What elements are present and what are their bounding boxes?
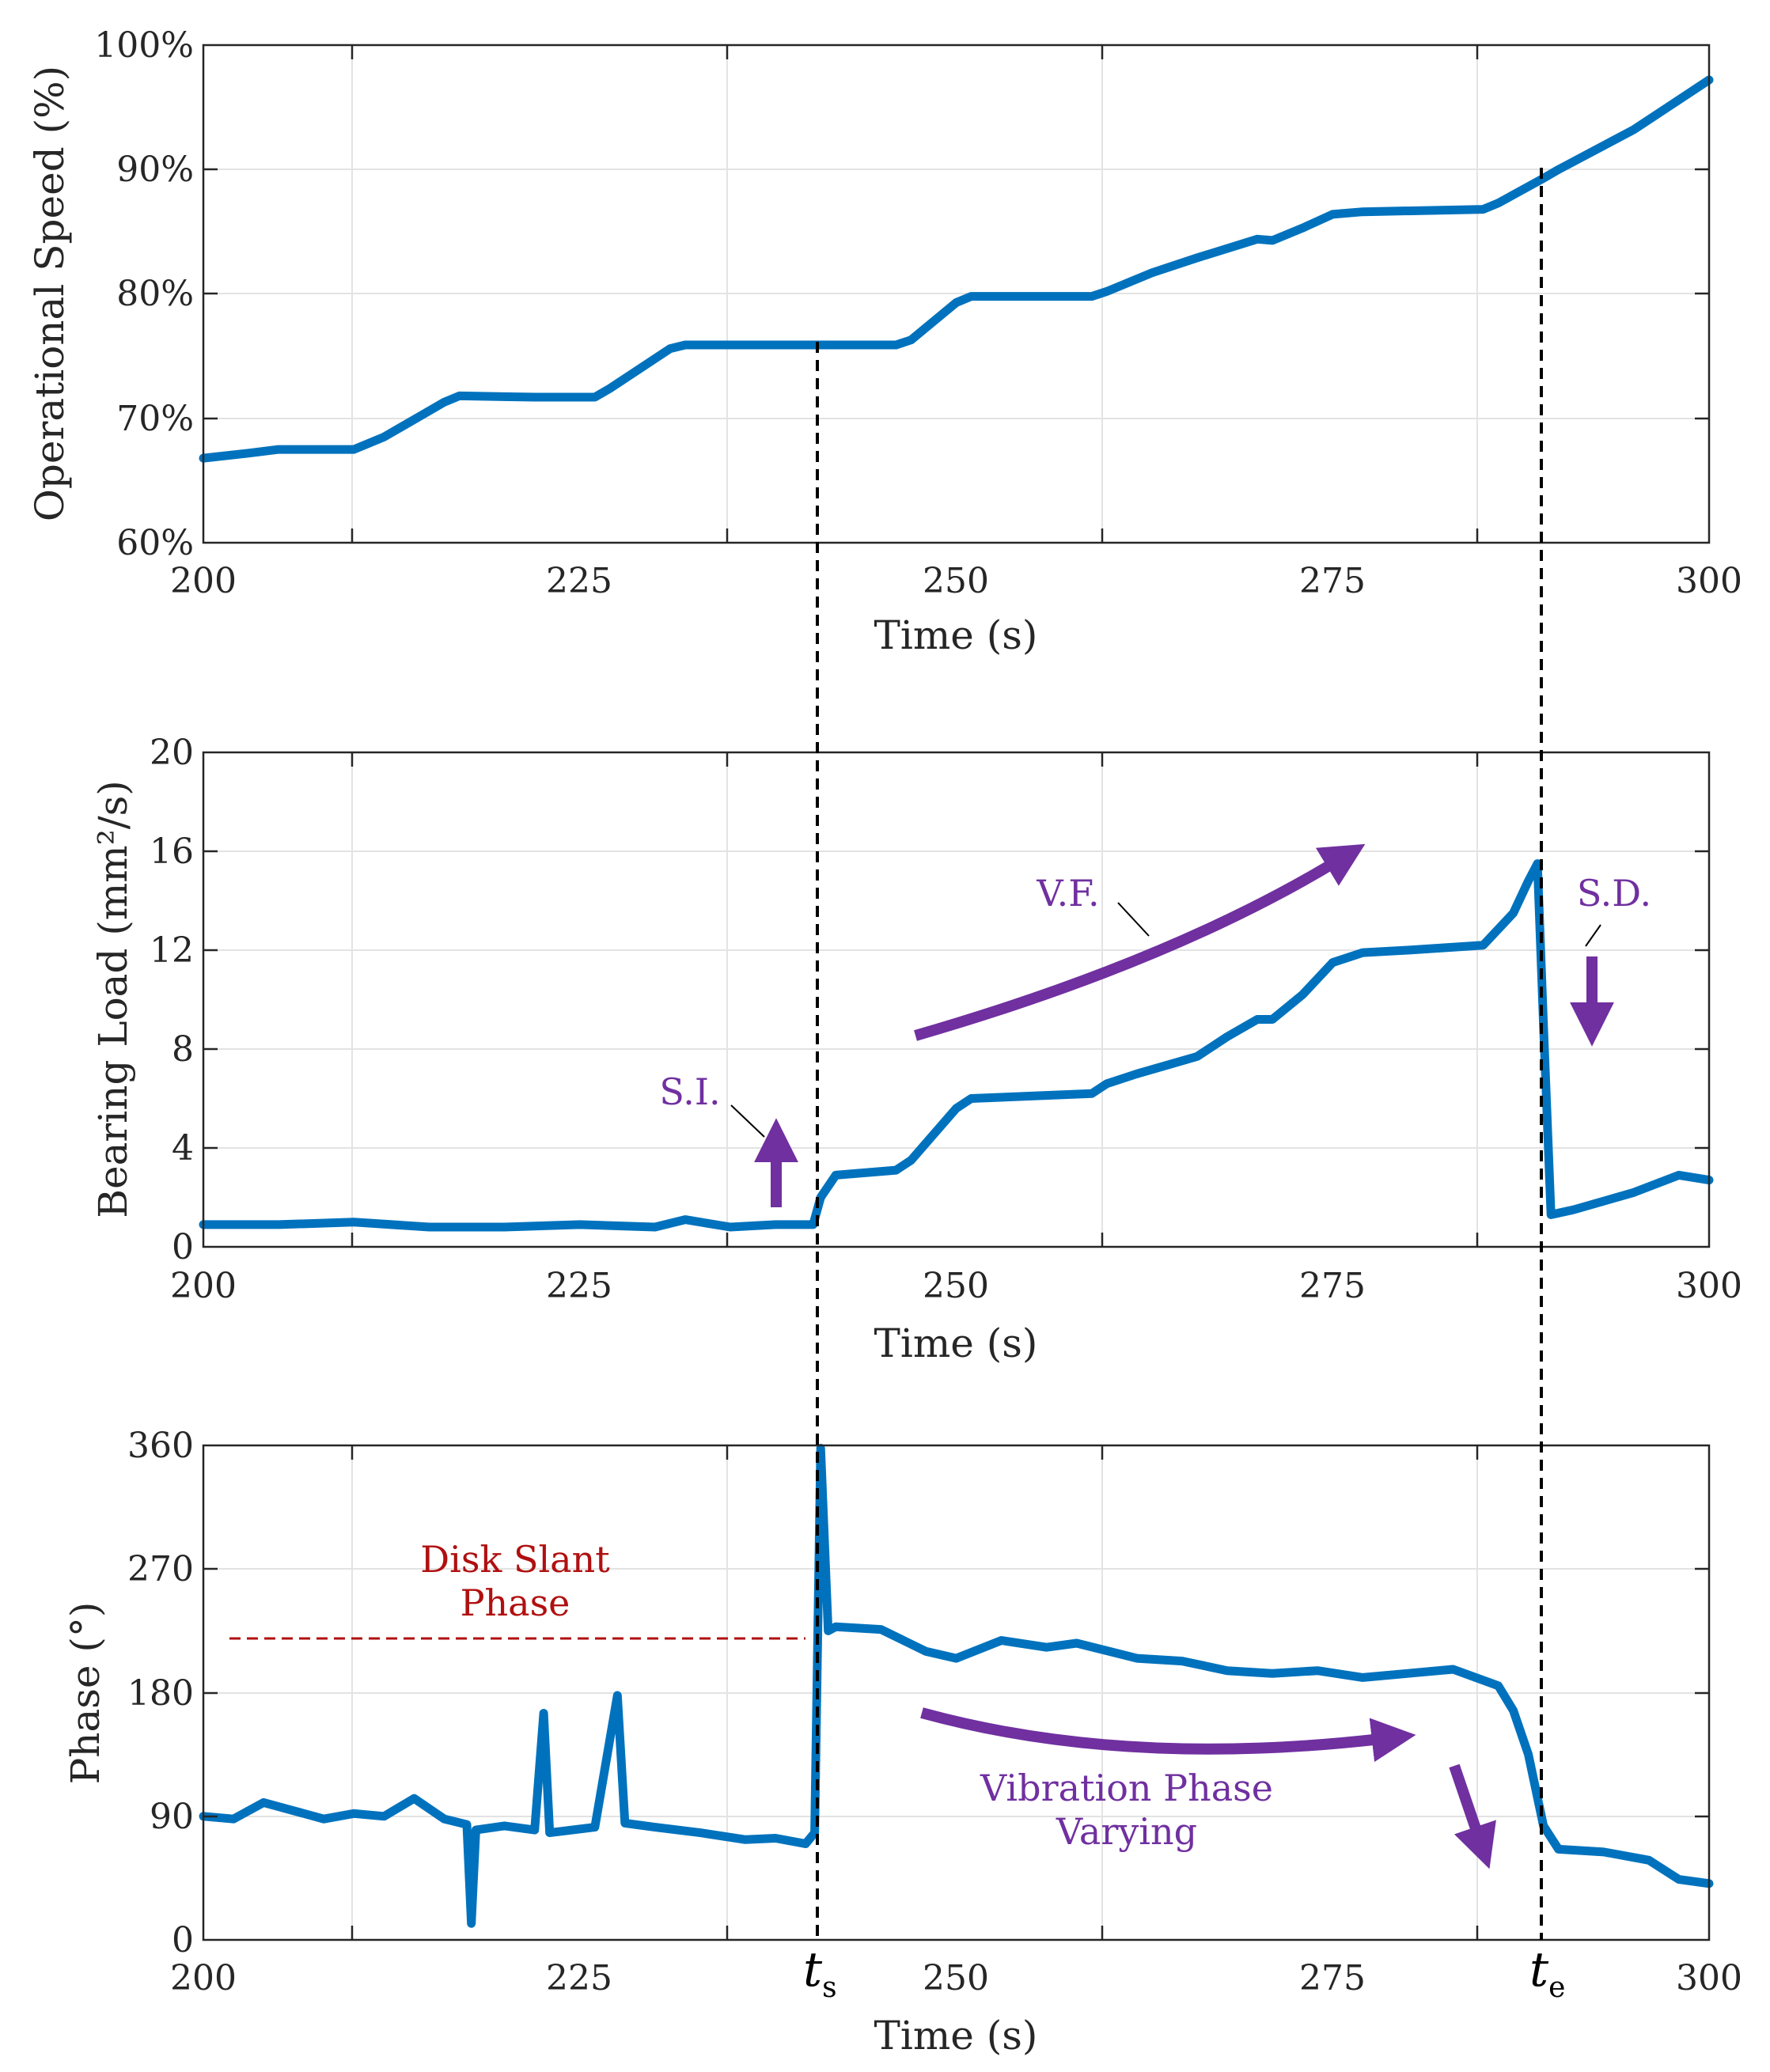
speed-ytick-100: 100%	[94, 25, 194, 66]
speed-y-tick-marks	[203, 45, 1709, 543]
phase-xtick-300: 300	[1676, 1958, 1742, 1998]
sd-label: S.D.	[1577, 872, 1651, 915]
vibration-down-arrow	[1449, 1763, 1496, 1869]
load-tick-marks	[203, 752, 1709, 1247]
disk-slant-label-line1: Disk Slant	[420, 1538, 610, 1581]
phase-xtick-225: 225	[546, 1958, 612, 1998]
phase-xtick-250: 250	[923, 1958, 989, 1998]
si-label: S.I.	[659, 1070, 720, 1113]
sd-leader	[1585, 924, 1601, 947]
si-leader	[730, 1104, 765, 1138]
load-axes-box	[202, 751, 1711, 1248]
vf-label: V.F.	[1036, 872, 1099, 915]
phase-series-line	[199, 1444, 1714, 1928]
speed-xtick-200: 200	[170, 561, 237, 601]
te-subscript: e	[1548, 1972, 1565, 2004]
phase-ytick-270: 270	[127, 1549, 194, 1589]
vibration-label-line1: Vibration Phase	[980, 1767, 1273, 1809]
load-ytick-4: 4	[172, 1128, 194, 1169]
speed-panel: 60% 70% 80% 90% 100% 200 225 250 275 300…	[27, 25, 1742, 658]
phase-tick-marks	[203, 1445, 1709, 1940]
speed-ytick-90: 90%	[116, 150, 194, 190]
load-ytick-16: 16	[150, 831, 194, 872]
te-main: t	[1529, 1942, 1549, 1998]
load-gridlines	[203, 752, 1709, 1247]
load-series-line	[199, 859, 1714, 1232]
phase-ytick-360: 360	[127, 1426, 194, 1466]
vibration-curved-arrow	[920, 1707, 1416, 1763]
vibration-label-line2: Varying	[1056, 1810, 1197, 1853]
phase-ytick-0: 0	[172, 1920, 194, 1960]
ts-main: t	[803, 1942, 823, 1998]
phase-x-axis-label: Time (s)	[874, 2013, 1038, 2059]
load-ytick-12: 12	[150, 930, 194, 971]
load-x-axis-label: Time (s)	[874, 1320, 1038, 1366]
speed-ytick-80: 80%	[116, 274, 194, 314]
phase-ytick-90: 90	[150, 1797, 194, 1837]
ts-label: ts	[803, 1942, 837, 2004]
phase-xtick-275: 275	[1299, 1958, 1366, 1998]
te-label: te	[1529, 1942, 1565, 2004]
load-xtick-300: 300	[1676, 1266, 1742, 1306]
phase-y-axis-label: Phase (°)	[63, 1602, 108, 1785]
load-xtick-275: 275	[1299, 1266, 1366, 1306]
speed-gridlines	[203, 45, 1709, 543]
speed-ytick-70: 70%	[116, 399, 194, 439]
speed-ytick-60: 60%	[116, 523, 194, 563]
phase-panel: 0 90 180 270 360 200 225 250 275 300 Tim…	[63, 1426, 1742, 2059]
speed-series-line	[199, 75, 1714, 463]
phase-ytick-180: 180	[127, 1673, 194, 1714]
load-xtick-250: 250	[923, 1266, 989, 1306]
phase-xtick-200: 200	[170, 1958, 237, 1998]
ts-subscript: s	[822, 1972, 836, 2004]
speed-y-axis-label: Operational Speed (%)	[27, 66, 73, 521]
speed-xtick-275: 275	[1299, 561, 1366, 601]
bearing-load-panel: 0 4 8 12 16 20 200 225 250 275 300 Time …	[90, 733, 1742, 1366]
vf-leader	[1117, 902, 1150, 937]
speed-xtick-250: 250	[923, 561, 989, 601]
phase-gridlines	[203, 1445, 1709, 1940]
load-ytick-0: 0	[172, 1227, 194, 1267]
load-xtick-200: 200	[170, 1266, 237, 1306]
load-y-axis-label: Bearing Load (mm²/s)	[90, 780, 136, 1218]
load-ytick-20: 20	[150, 733, 194, 773]
speed-xtick-300: 300	[1676, 561, 1742, 601]
load-xtick-225: 225	[546, 1266, 612, 1306]
speed-xtick-225: 225	[546, 561, 612, 601]
load-ytick-8: 8	[172, 1029, 194, 1070]
disk-slant-label-line2: Phase	[461, 1581, 570, 1624]
speed-x-axis-label: Time (s)	[874, 612, 1038, 658]
vf-arrow	[914, 843, 1366, 1041]
